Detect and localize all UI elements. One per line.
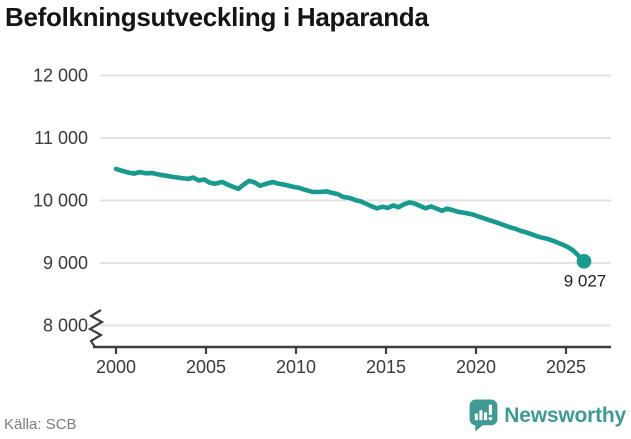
x-tick-label: 2005 (186, 357, 226, 377)
x-tick-label: 2025 (546, 357, 586, 377)
axis-break-zigzag (87, 309, 105, 348)
y-tick-label: 11 000 (34, 128, 88, 148)
y-tick-label: 12 000 (33, 66, 88, 86)
last-value-label: 9 027 (564, 271, 607, 290)
newsworthy-logo: Newsworthy (469, 399, 626, 432)
line-chart-svg: 8 000 9 000 10 000 11 000 12 000 2000 2005 201… (33, 66, 611, 377)
axis-break-icon (87, 309, 105, 348)
x-axis: 2000 2005 2010 2015 2020 2025 (93, 345, 611, 377)
newsworthy-bubble-chart-icon (469, 399, 498, 432)
x-tick-label: 2015 (366, 357, 406, 377)
page-title: Befolkningsutveckling i Haparanda (5, 2, 429, 32)
y-tick-label: 8 000 (43, 316, 88, 336)
source-label: Källa: SCB (4, 416, 77, 433)
population-line-chart: 8 000 9 000 10 000 11 000 12 000 2000 2005 201… (0, 55, 631, 390)
y-axis-labels: 8 000 9 000 10 000 11 000 12 000 (33, 66, 88, 336)
x-tick-label: 2000 (96, 357, 136, 377)
x-tick-label: 2010 (276, 357, 316, 377)
x-tick-label: 2020 (456, 357, 496, 377)
last-point-marker (576, 254, 592, 269)
newsworthy-wordmark: Newsworthy (504, 403, 626, 427)
y-tick-label: 9 000 (43, 253, 88, 273)
series-line-group: 9 027 (113, 166, 607, 290)
population-series-line (113, 166, 587, 264)
y-tick-label: 10 000 (33, 191, 88, 211)
